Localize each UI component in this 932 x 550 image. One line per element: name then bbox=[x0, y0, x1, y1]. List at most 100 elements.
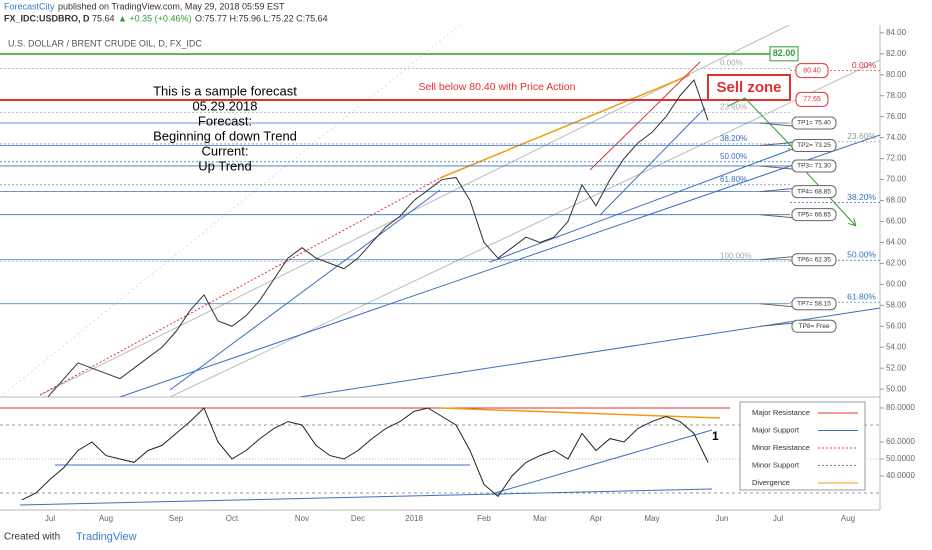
legend-label: Minor Support bbox=[752, 460, 800, 469]
target-callout bbox=[759, 214, 793, 219]
y-tick-label: 80.00 bbox=[886, 70, 907, 79]
x-tick-label: Aug bbox=[841, 514, 855, 523]
y-tick-label: 62.00 bbox=[886, 259, 907, 268]
target-box bbox=[791, 139, 837, 153]
x-tick-label: Dec bbox=[351, 514, 365, 523]
chart-layer: 50.00 52.00 54.00 56.00 58.00 60.00 62.00 64.00… bbox=[0, 28, 915, 523]
target-label: TP6= 62.35 bbox=[797, 256, 831, 263]
symbol: FX_IDC:USDBRO, D bbox=[4, 13, 90, 23]
y-tick-label: 54.00 bbox=[886, 342, 907, 351]
footer-created: Created with bbox=[4, 532, 60, 543]
fib-label: 23.60% bbox=[720, 103, 747, 112]
x-tick-label: Sep bbox=[169, 514, 184, 523]
x-tick-label: Aug bbox=[99, 514, 113, 523]
change: ▲ +0.35 (+0.46%) bbox=[118, 13, 191, 23]
forecast-text: Beginning of down Trend bbox=[153, 128, 297, 143]
target-callout bbox=[759, 142, 793, 147]
fib-label: 61.80% bbox=[847, 291, 876, 301]
y-tick-label: 78.00 bbox=[886, 91, 907, 100]
target-box bbox=[791, 208, 837, 222]
target-box bbox=[791, 159, 837, 173]
fib-label: 38.20% bbox=[720, 134, 747, 143]
x-tick-label: Jun bbox=[716, 514, 729, 523]
y-tick-label: 56.00 bbox=[886, 321, 907, 330]
y-tick-label: 84.00 bbox=[886, 28, 907, 37]
fib-label: 23.60% bbox=[847, 131, 876, 141]
forecast-text: Up Trend bbox=[198, 158, 251, 173]
target-callout bbox=[759, 122, 793, 127]
price-label-box bbox=[795, 63, 829, 79]
price-label: 80.40 bbox=[803, 67, 821, 74]
y-tick-label: 50.0000 bbox=[886, 454, 915, 463]
y-tick-label: 68.00 bbox=[886, 196, 907, 205]
y-tick-label: 40.0000 bbox=[886, 471, 915, 480]
legend-label: Minor Resistance bbox=[752, 443, 810, 452]
target-label: TP2= 73.25 bbox=[797, 142, 831, 149]
published: published on TradingView.com, May 29, 20… bbox=[58, 1, 285, 11]
target-box bbox=[791, 319, 837, 333]
x-tick-label: Nov bbox=[295, 514, 309, 523]
y-tick-label: 72.00 bbox=[886, 154, 907, 163]
y-tick-label: 58.00 bbox=[886, 300, 907, 309]
target-callout bbox=[759, 188, 793, 193]
last-price: 75.64 bbox=[92, 13, 115, 23]
trendlines bbox=[0, 25, 880, 397]
fib-label: 0.00% bbox=[852, 60, 877, 70]
chart-title: U.S. DOLLAR / BRENT CRUDE OIL, D, FX_IDC bbox=[8, 38, 202, 48]
x-tick-label: May bbox=[644, 514, 659, 523]
x-tick-label: Oct bbox=[226, 514, 239, 523]
fib-label: 100.00% bbox=[720, 251, 752, 260]
fib-label: 61.80% bbox=[720, 175, 747, 184]
forecast-text: Forecast: bbox=[198, 113, 252, 128]
target-box bbox=[791, 253, 837, 267]
target-label: TP1= 75.40 bbox=[797, 120, 831, 127]
y-tick-label: 76.00 bbox=[886, 112, 907, 121]
y-tick-label: 80.0000 bbox=[886, 403, 915, 412]
series-line bbox=[47, 79, 709, 397]
sell-zone: Sell zone bbox=[716, 79, 781, 96]
x-tick-label: Jul bbox=[773, 514, 783, 523]
y-tick-label: 50.00 bbox=[886, 384, 907, 393]
price-label-box bbox=[769, 46, 799, 62]
fib-label: 0.00% bbox=[720, 59, 743, 68]
legend-label: Divergence bbox=[752, 478, 790, 487]
target-label: TP4= 68.85 bbox=[797, 188, 831, 195]
x-tick-label: Mar bbox=[533, 514, 547, 523]
rsi-lines bbox=[0, 407, 880, 506]
fib-label: 50.00% bbox=[847, 250, 876, 260]
series-clip bbox=[21, 407, 709, 501]
sell-text: Sell below 80.40 with Price Action bbox=[418, 81, 575, 93]
y-tick-label: 66.00 bbox=[886, 217, 907, 226]
price-label-box bbox=[795, 91, 829, 107]
series-line bbox=[21, 407, 709, 501]
y-tick-label: 74.00 bbox=[886, 133, 907, 142]
x-tick-label: Apr bbox=[590, 514, 603, 523]
legend-label: Major Support bbox=[752, 425, 800, 434]
forecast-text: 05.29.2018 bbox=[192, 98, 257, 113]
target-label: TP3= 71.30 bbox=[797, 163, 831, 170]
x-tick-label: 2018 bbox=[405, 514, 423, 523]
publisher: ForecastCity bbox=[4, 1, 55, 11]
rsi-note: 1 bbox=[712, 429, 719, 443]
footer-brand: TradingView bbox=[76, 531, 137, 543]
target-callout bbox=[759, 303, 793, 308]
price-label: 77.65 bbox=[803, 96, 821, 103]
y-tick-label: 52.00 bbox=[886, 363, 907, 372]
legend-label: Major Resistance bbox=[752, 408, 810, 417]
x-tick-label: Jul bbox=[45, 514, 55, 523]
y-tick-label: 82.00 bbox=[886, 49, 907, 58]
y-tick-label: 70.00 bbox=[886, 175, 907, 184]
price-label: 82.00 bbox=[773, 48, 796, 58]
target-box bbox=[791, 116, 837, 130]
ohlc: O:75.77 H:75.96 L:75.22 C:75.64 bbox=[195, 13, 328, 23]
x-tick-label: Feb bbox=[477, 514, 491, 523]
series-clip bbox=[47, 79, 709, 397]
target-label: TP7= 58.15 bbox=[797, 300, 831, 307]
y-tick-label: 60.00 bbox=[886, 279, 907, 288]
fib-label: 38.20% bbox=[847, 192, 876, 202]
target-callout bbox=[759, 165, 793, 170]
target-callout bbox=[759, 322, 793, 327]
target-box bbox=[791, 185, 837, 199]
forecast-text: This is a sample forecast bbox=[153, 83, 297, 98]
